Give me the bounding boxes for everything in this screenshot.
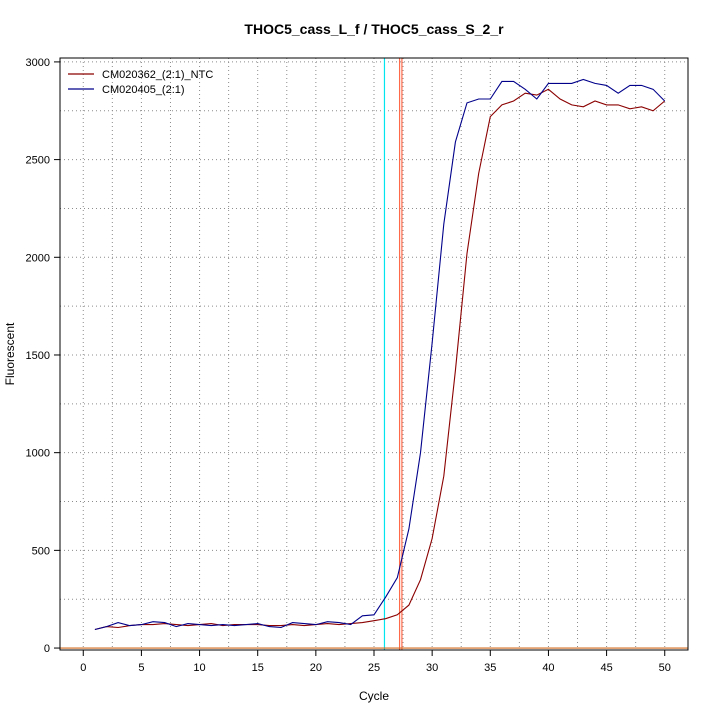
chart-title: THOC5_cass_L_f / THOC5_cass_S_2_r <box>244 21 504 37</box>
x-tick-label: 15 <box>252 662 264 674</box>
y-tick-label: 1000 <box>26 448 50 460</box>
legend: CM020362_(2:1)_NTC CM020405_(2:1) <box>68 69 213 96</box>
y-axis: 0 500 1000 1500 2000 2500 3000 <box>26 57 60 655</box>
x-tick-label: 35 <box>484 662 496 674</box>
y-tick-label: 500 <box>32 545 50 557</box>
series-line-2 <box>94 78 666 631</box>
y-tick-label: 1500 <box>26 350 50 362</box>
x-tick-label: 40 <box>542 662 554 674</box>
series-line-1 <box>94 88 666 631</box>
y-axis-label: Fluorescent <box>3 322 17 385</box>
series-lines <box>94 78 666 631</box>
x-tick-label: 0 <box>80 662 86 674</box>
x-tick-label: 20 <box>310 662 322 674</box>
grid <box>60 58 688 650</box>
x-axis: 0 5 10 15 20 25 30 35 40 45 50 <box>80 650 671 674</box>
x-tick-label: 25 <box>368 662 380 674</box>
y-tick-label: 3000 <box>26 57 50 69</box>
x-tick-label: 5 <box>138 662 144 674</box>
legend-entry: CM020405_(2:1) <box>102 84 185 96</box>
y-tick-label: 0 <box>44 643 50 655</box>
x-tick-label: 45 <box>600 662 612 674</box>
x-tick-label: 50 <box>659 662 671 674</box>
x-tick-label: 30 <box>426 662 438 674</box>
cycle-markers <box>383 58 403 650</box>
y-tick-label: 2000 <box>26 252 50 264</box>
x-tick-label: 10 <box>193 662 205 674</box>
y-tick-label: 2500 <box>26 155 50 167</box>
x-axis-label: Cycle <box>359 689 389 703</box>
legend-entry: CM020362_(2:1)_NTC <box>102 69 213 81</box>
